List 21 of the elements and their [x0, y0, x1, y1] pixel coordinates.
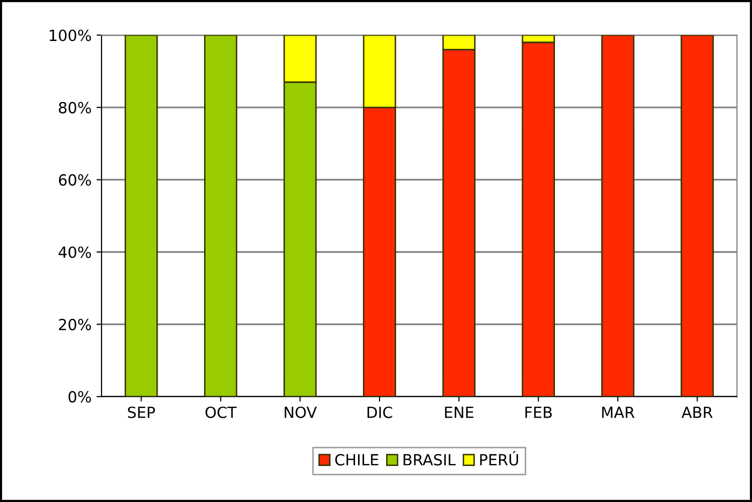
y-tick-label: 100%	[50, 30, 91, 42]
x-tick-label: MAR	[602, 406, 634, 418]
bar	[204, 35, 238, 397]
y-tick-label: 80%	[58, 102, 91, 114]
x-tick-label: ABR	[682, 406, 713, 418]
bar	[680, 35, 714, 397]
y-tick-label: 60%	[58, 174, 91, 186]
bar	[124, 35, 158, 397]
bar	[601, 35, 634, 397]
x-tick-label: DIC	[368, 406, 392, 418]
legend-label: BRASIL	[404, 454, 456, 466]
x-tick-label: NOV	[284, 406, 317, 418]
legend-label: PERÚ	[480, 451, 518, 466]
y-tick-label: 0%	[68, 391, 91, 403]
y-tick-label: 40%	[58, 246, 91, 258]
legend-label: CHILE	[335, 454, 378, 466]
x-tick-label: SEP	[128, 406, 155, 418]
x-tick-label: OCT	[206, 406, 237, 418]
x-tick-label: FEB	[525, 406, 552, 418]
x-tick-label: ENE	[445, 406, 474, 418]
y-tick-label: 20%	[58, 318, 91, 330]
